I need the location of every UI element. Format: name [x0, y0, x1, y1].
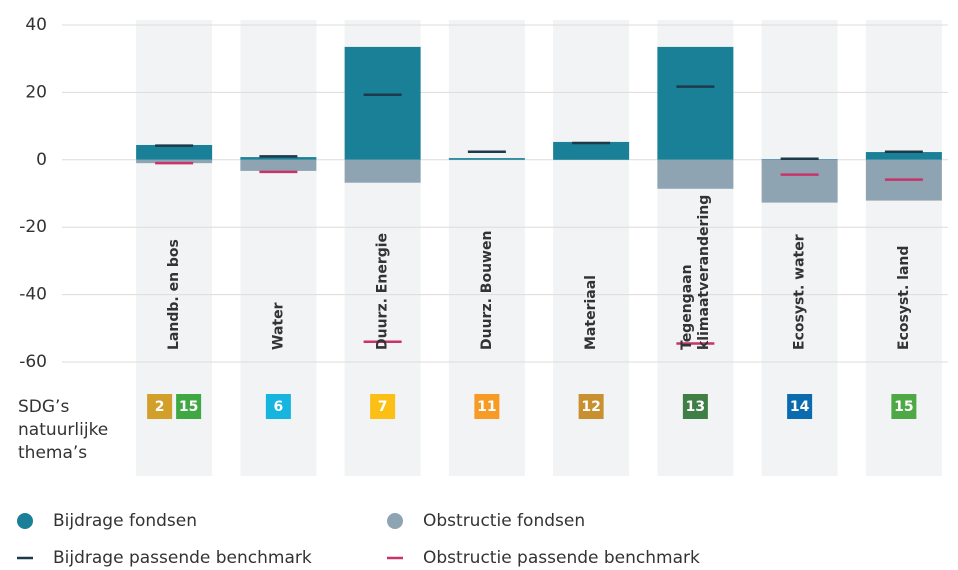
bar — [344, 159, 421, 183]
category-label: Duurz. Bouwen — [479, 231, 495, 350]
y-tick-label: -40 — [19, 285, 47, 305]
bar — [865, 152, 942, 160]
sdg-number: 7 — [378, 399, 388, 415]
category-label: Duurz. Energie — [375, 233, 391, 350]
sdg-number: 15 — [179, 399, 198, 415]
y-tick-label: -20 — [19, 217, 47, 237]
sdg-number: 13 — [686, 399, 705, 415]
sdg-label: SDG’s — [18, 397, 69, 417]
legend-label: Obstructie fondsen — [423, 511, 585, 531]
sdg-badge — [474, 394, 500, 419]
bar — [136, 144, 213, 160]
bar — [240, 157, 317, 160]
bar — [344, 46, 421, 160]
sdg-number: 14 — [790, 399, 810, 415]
sdg-badge — [370, 394, 396, 419]
sdg-badge — [265, 394, 291, 419]
sdg-number: 11 — [477, 399, 496, 415]
sdg-label: thema’s — [18, 443, 87, 463]
bar — [657, 46, 734, 160]
bar — [761, 159, 838, 203]
sdg-label: natuurlijke — [18, 420, 108, 440]
sdg-number: 15 — [894, 399, 913, 415]
category-label: Materiaal — [583, 275, 599, 350]
sdg-number: 2 — [155, 399, 165, 415]
legend-swatch — [387, 513, 403, 529]
sdg-badge — [682, 394, 708, 419]
category-label: Water — [270, 302, 286, 350]
sdg-badge — [147, 394, 173, 419]
y-tick-label: 20 — [25, 82, 47, 102]
sdg-badge — [578, 394, 604, 419]
sdg-number: 6 — [274, 399, 284, 415]
bar — [448, 158, 525, 160]
y-tick-label: -60 — [19, 352, 47, 372]
legend-label: Bijdrage passende benchmark — [53, 548, 312, 568]
bar — [657, 159, 734, 189]
sdg-badge — [176, 394, 202, 419]
bar — [136, 159, 213, 164]
y-tick-label: 0 — [36, 150, 47, 170]
sdg-badge — [891, 394, 917, 419]
sdg-badge — [787, 394, 813, 419]
y-tick-label: 40 — [25, 15, 47, 35]
category-label: Ecosyst. land — [896, 246, 912, 350]
bar — [553, 141, 630, 160]
legend-label: Obstructie passende benchmark — [423, 548, 700, 568]
legend-swatch — [17, 513, 33, 529]
sdg-number: 12 — [581, 399, 600, 415]
bar — [240, 159, 317, 171]
category-label: Tegengaan — [679, 264, 695, 350]
category-label: Landb. en bos — [166, 239, 182, 350]
category-label: klimaatverandering — [696, 195, 712, 350]
category-label: Ecosyst. water — [792, 234, 808, 350]
legend-label: Bijdrage fondsen — [53, 511, 197, 531]
